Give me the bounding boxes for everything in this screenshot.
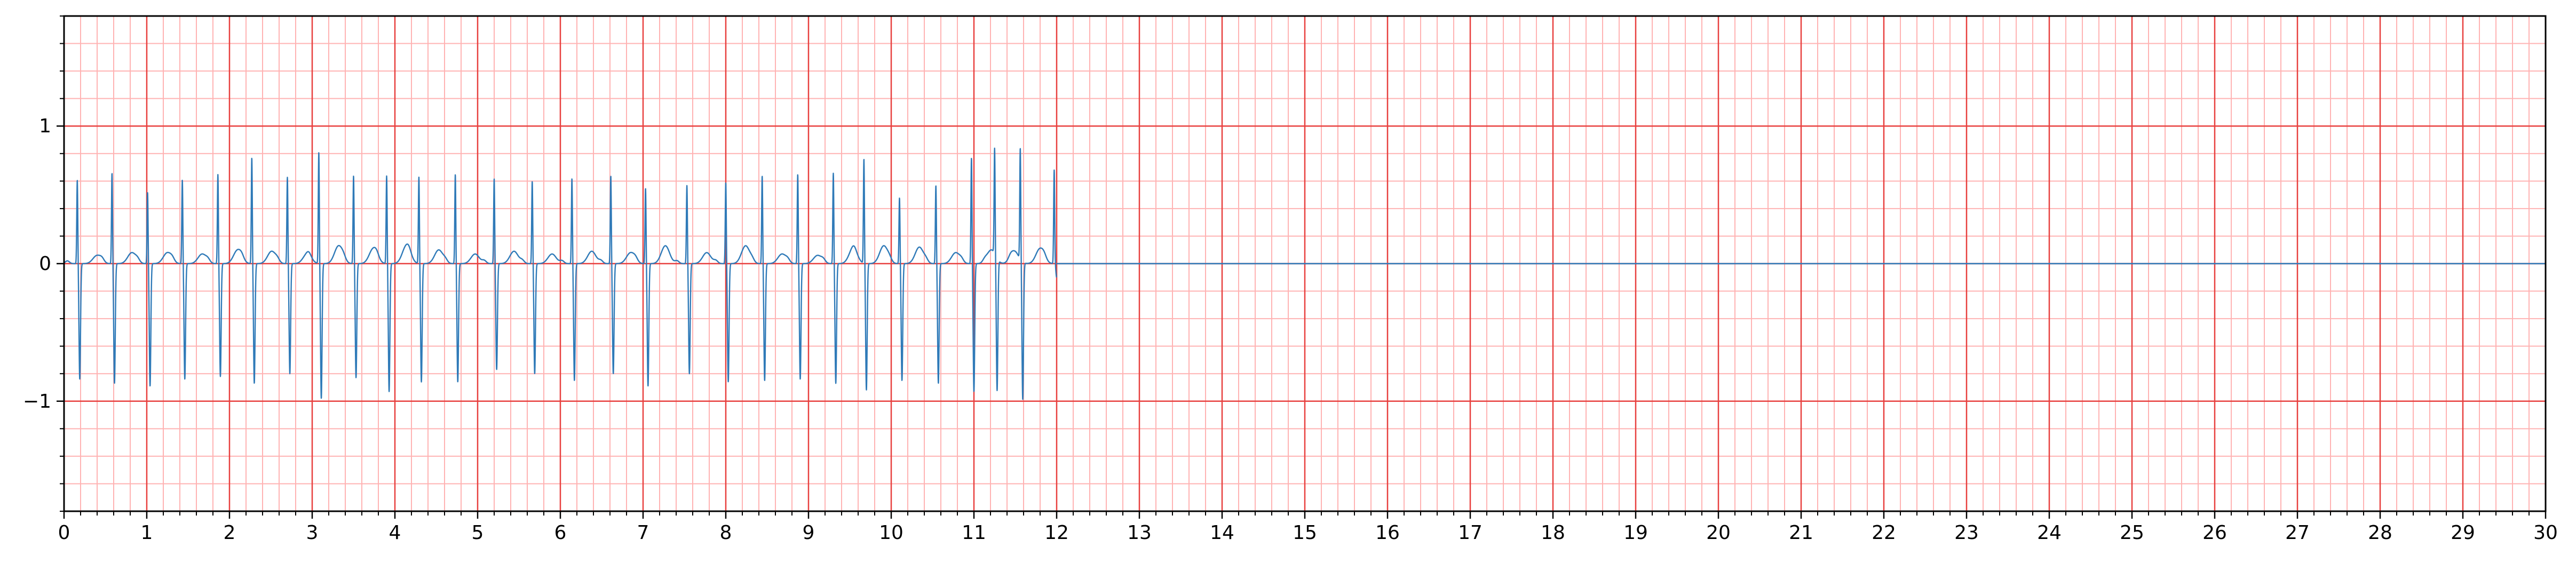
x-tick-label: 22 <box>1872 522 1896 544</box>
x-axis: 0 1 2 3 4 5 6 7 8 9 10 11 12 13 14 15 16 17 18 19 20 21 22 23 24… <box>58 511 2558 544</box>
x-tick-label: 3 <box>306 522 319 544</box>
x-tick-label: 15 <box>1293 522 1317 544</box>
ecg-trace <box>64 147 1058 400</box>
x-tick-label: 8 <box>720 522 732 544</box>
x-tick-label: 5 <box>472 522 484 544</box>
x-tick-label: 16 <box>1375 522 1400 544</box>
x-tick-label: 7 <box>637 522 649 544</box>
x-tick-label: 12 <box>1044 522 1069 544</box>
y-axis: −1 0 1 <box>23 15 64 512</box>
x-tick-label: 23 <box>1954 522 1979 544</box>
x-tick-label: 21 <box>1789 522 1813 544</box>
x-tick-label: 24 <box>2037 522 2062 544</box>
x-tick-label: 18 <box>1541 522 1565 544</box>
x-tick-label: 30 <box>2533 522 2558 544</box>
x-tick-label: 26 <box>2202 522 2227 544</box>
x-tick-label: 1 <box>141 522 153 544</box>
y-tick-label: −1 <box>23 391 51 413</box>
x-tick-label: 25 <box>2120 522 2144 544</box>
x-tick-label: 29 <box>2451 522 2475 544</box>
x-tick-label: 4 <box>389 522 401 544</box>
x-tick-label: 2 <box>224 522 236 544</box>
y-tick-label: 1 <box>39 115 51 137</box>
x-tick-label: 27 <box>2285 522 2310 544</box>
x-tick-label: 6 <box>554 522 567 544</box>
x-tick-label: 13 <box>1127 522 1152 544</box>
x-tick-label: 17 <box>1458 522 1483 544</box>
series-layer <box>64 147 2546 400</box>
x-tick-label: 14 <box>1210 522 1234 544</box>
x-tick-label: 28 <box>2368 522 2392 544</box>
x-tick-label: 19 <box>1623 522 1648 544</box>
x-tick-label: 11 <box>962 522 986 544</box>
x-tick-label: 10 <box>879 522 903 544</box>
x-tick-label: 20 <box>1706 522 1731 544</box>
x-tick-label: 9 <box>803 522 815 544</box>
y-tick-label: 0 <box>39 253 51 275</box>
x-tick-label: 0 <box>58 522 70 544</box>
